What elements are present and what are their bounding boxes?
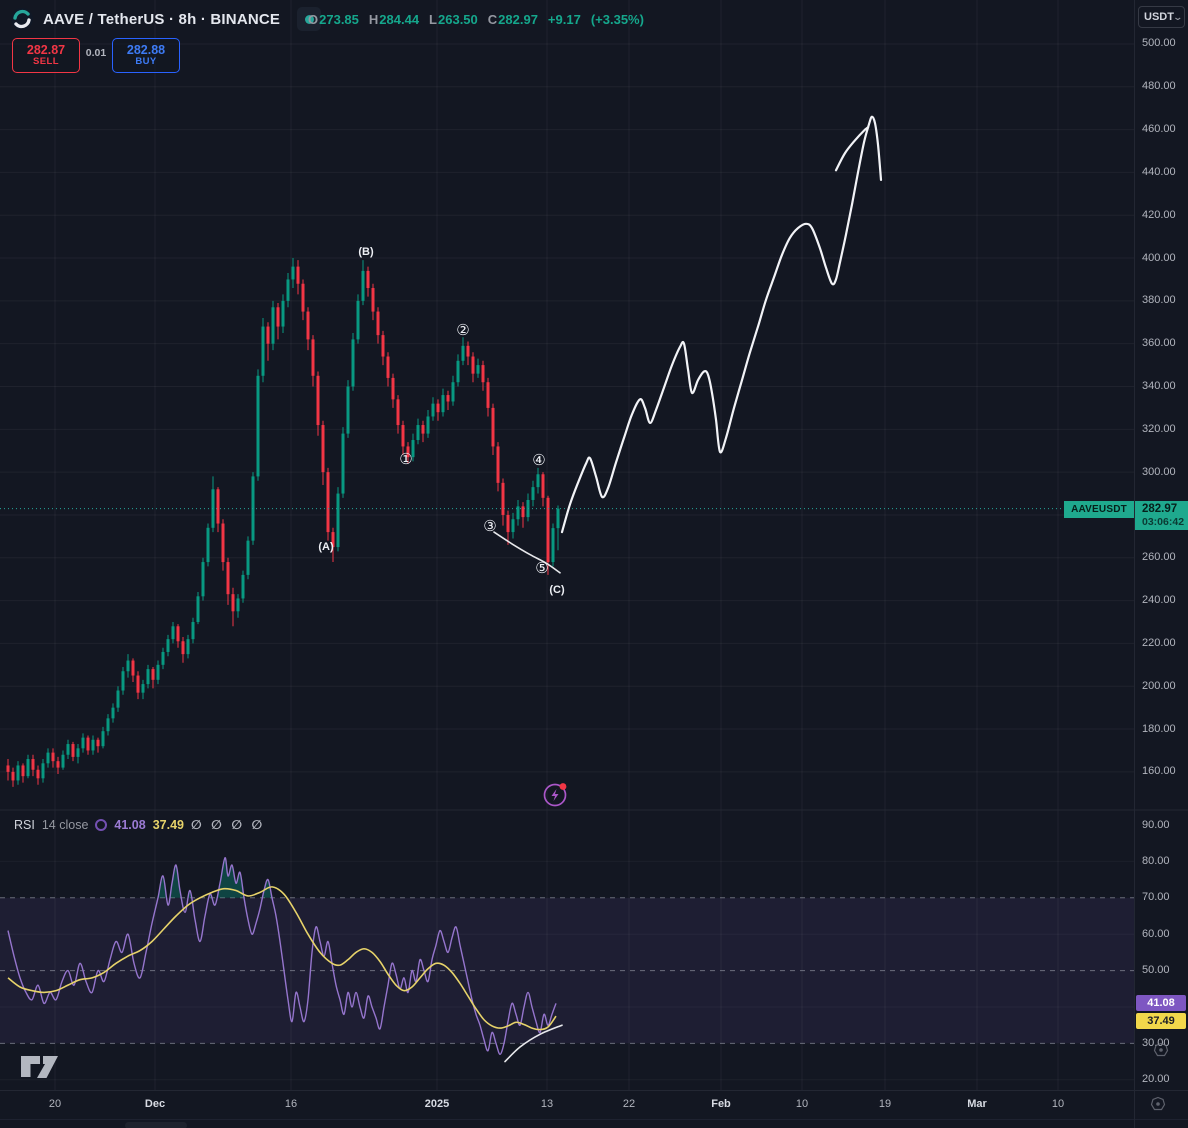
buy-button[interactable]: 282.88 BUY bbox=[112, 38, 180, 73]
rsi-indicator-icon[interactable] bbox=[95, 818, 108, 831]
buy-label: BUY bbox=[135, 56, 157, 68]
time-tick-label: 22 bbox=[622, 1098, 636, 1110]
price-tick-label: 300.00 bbox=[1142, 465, 1176, 478]
symbol-title[interactable]: AAVE / TetherUS · 8h · BINANCE bbox=[43, 10, 281, 28]
bid-ask-spread: 0.01 bbox=[85, 47, 107, 59]
time-tick-label: Mar bbox=[967, 1098, 987, 1110]
price-axis[interactable]: USDT ⌄ 500.00 480.00 460.00 440.00 420.00 400… bbox=[1134, 0, 1188, 1128]
market-status-button[interactable] bbox=[297, 7, 322, 31]
timezone-settings-icon[interactable] bbox=[1150, 1096, 1166, 1112]
tradingview-symbol-logo bbox=[10, 7, 34, 31]
rsi-ma-value: 37.49 bbox=[152, 817, 184, 832]
bottom-strip bbox=[0, 1119, 1188, 1128]
rsi-tick-label: 60.00 bbox=[1142, 927, 1170, 940]
pane-settings-icon[interactable] bbox=[1153, 1042, 1169, 1058]
price-change-percent: (+3.35%) bbox=[590, 12, 644, 27]
time-tick-label: Dec bbox=[144, 1098, 166, 1110]
sell-button[interactable]: 282.87 SELL bbox=[12, 38, 80, 73]
price-tick-label: 360.00 bbox=[1142, 337, 1176, 350]
elliott-wave-label[interactable]: ① bbox=[399, 451, 413, 469]
chart-header: AAVE / TetherUS · 8h · BINANCE O273.85 H2… bbox=[0, 0, 1134, 80]
time-tick-label: 10 bbox=[1051, 1098, 1065, 1110]
rsi-pane-header[interactable]: RSI 14 close 41.08 37.49 ∅ ∅ ∅ ∅ bbox=[14, 817, 266, 833]
elliott-wave-label[interactable]: ⑤ bbox=[535, 560, 549, 578]
buy-price: 282.88 bbox=[126, 42, 166, 57]
current-price-label: 282.97 03:06:42 bbox=[1135, 500, 1188, 530]
rsi-params: 14 close bbox=[41, 817, 89, 832]
tradingview-logo[interactable] bbox=[20, 1055, 60, 1079]
price-change: +9.17 bbox=[547, 12, 581, 27]
sell-price: 282.87 bbox=[26, 42, 66, 57]
time-tick-label: 10 bbox=[795, 1098, 809, 1110]
chevron-down-icon: ⌄ bbox=[1172, 11, 1184, 22]
ohlc-item: H284.44 bbox=[368, 12, 420, 27]
price-tick-label: 460.00 bbox=[1142, 123, 1176, 136]
rsi-axis-badge: 41.08 bbox=[1136, 995, 1186, 1012]
rsi-tick-label: 70.00 bbox=[1142, 891, 1170, 904]
time-axis[interactable]: 20 Dec 16 2025 13 22 Feb 10 19 Mar 10 bbox=[0, 1090, 1188, 1120]
time-tick-label: 2025 bbox=[424, 1098, 450, 1110]
elliott-wave-label[interactable]: ④ bbox=[532, 452, 546, 470]
price-tick-label: 240.00 bbox=[1142, 594, 1176, 607]
current-price-value: 282.97 bbox=[1142, 502, 1178, 515]
rsi-tick-label: 30.00 bbox=[1142, 1036, 1170, 1049]
rsi-title: RSI bbox=[14, 817, 35, 832]
rsi-value: 41.08 bbox=[114, 817, 146, 832]
price-tick-label: 480.00 bbox=[1142, 80, 1176, 93]
price-tick-label: 160.00 bbox=[1142, 765, 1176, 778]
rsi-empty-params: ∅ ∅ ∅ ∅ bbox=[190, 818, 266, 832]
elliott-wave-label[interactable]: ② bbox=[456, 321, 470, 339]
elliott-wave-label[interactable]: (C) bbox=[549, 583, 565, 596]
time-tick-label: Feb bbox=[711, 1098, 731, 1110]
market-open-dot-icon bbox=[304, 14, 314, 24]
bottom-scroll-pill[interactable] bbox=[125, 1122, 187, 1128]
rsi-tick-label: 20.00 bbox=[1142, 1073, 1170, 1086]
currency-label: USDT bbox=[1144, 11, 1174, 23]
ohlc-item: O273.85 bbox=[308, 12, 359, 27]
elliott-wave-label[interactable]: ③ bbox=[483, 517, 497, 535]
rsi-ma-axis-badge: 37.49 bbox=[1136, 1013, 1186, 1030]
signal-lightning-icon[interactable] bbox=[543, 783, 567, 807]
price-tick-label: 340.00 bbox=[1142, 379, 1176, 392]
rsi-tick-label: 50.00 bbox=[1142, 964, 1170, 977]
time-tick-label: 20 bbox=[48, 1098, 62, 1110]
rsi-tick-label: 80.00 bbox=[1142, 854, 1170, 867]
time-tick-label: 16 bbox=[284, 1098, 298, 1110]
ohlc-item: L263.50 bbox=[429, 12, 478, 27]
price-tick-label: 500.00 bbox=[1142, 37, 1176, 50]
ohlc-readout: O273.85 H284.44 L263.50 C282.97 +9.17 (+3.3… bbox=[308, 12, 644, 27]
price-tick-label: 380.00 bbox=[1142, 294, 1176, 307]
sell-label: SELL bbox=[33, 56, 59, 68]
currency-dropdown[interactable]: USDT ⌄ bbox=[1138, 6, 1185, 28]
price-tick-label: 260.00 bbox=[1142, 551, 1176, 564]
price-tick-label: 440.00 bbox=[1142, 165, 1176, 178]
price-tick-label: 220.00 bbox=[1142, 636, 1176, 649]
bar-countdown: 03:06:42 bbox=[1142, 515, 1185, 528]
elliott-wave-label[interactable]: (B) bbox=[358, 245, 374, 258]
rsi-tick-label: 90.00 bbox=[1142, 818, 1170, 831]
time-tick-label: 13 bbox=[540, 1098, 554, 1110]
elliott-wave-label[interactable]: (A) bbox=[318, 541, 334, 554]
time-tick-label: 19 bbox=[878, 1098, 892, 1110]
price-tick-label: 420.00 bbox=[1142, 208, 1176, 221]
price-tick-label: 200.00 bbox=[1142, 679, 1176, 692]
price-tick-label: 400.00 bbox=[1142, 251, 1176, 264]
ohlc-item: C282.97 bbox=[487, 12, 538, 27]
price-tick-label: 180.00 bbox=[1142, 722, 1176, 735]
symbol-price-tag: AAVEUSDT bbox=[1064, 500, 1134, 518]
price-tick-label: 320.00 bbox=[1142, 422, 1176, 435]
